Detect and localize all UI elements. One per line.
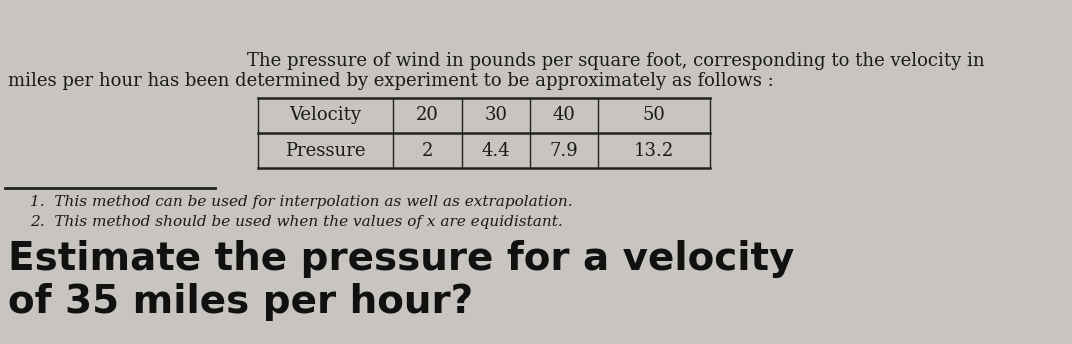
Text: 13.2: 13.2 xyxy=(634,141,674,160)
Text: 2.  This method should be used when the values of x are equidistant.: 2. This method should be used when the v… xyxy=(30,215,563,229)
Text: 20: 20 xyxy=(416,107,438,125)
Text: 1.  This method can be used for interpolation as well as extrapolation.: 1. This method can be used for interpola… xyxy=(30,195,572,209)
Text: 7.9: 7.9 xyxy=(550,141,579,160)
Text: Velocity: Velocity xyxy=(289,107,361,125)
Text: 30: 30 xyxy=(485,107,507,125)
Text: The pressure of wind in pounds per square foot, corresponding to the velocity in: The pressure of wind in pounds per squar… xyxy=(248,52,985,70)
Text: Estimate the pressure for a velocity: Estimate the pressure for a velocity xyxy=(8,240,794,278)
Text: 2: 2 xyxy=(421,141,433,160)
Text: 4.4: 4.4 xyxy=(481,141,510,160)
Text: Pressure: Pressure xyxy=(285,141,366,160)
Text: 50: 50 xyxy=(642,107,666,125)
Text: of 35 miles per hour?: of 35 miles per hour? xyxy=(8,283,473,321)
Text: 40: 40 xyxy=(552,107,576,125)
Text: miles per hour has been determined by experiment to be approximately as follows : miles per hour has been determined by ex… xyxy=(8,72,774,90)
